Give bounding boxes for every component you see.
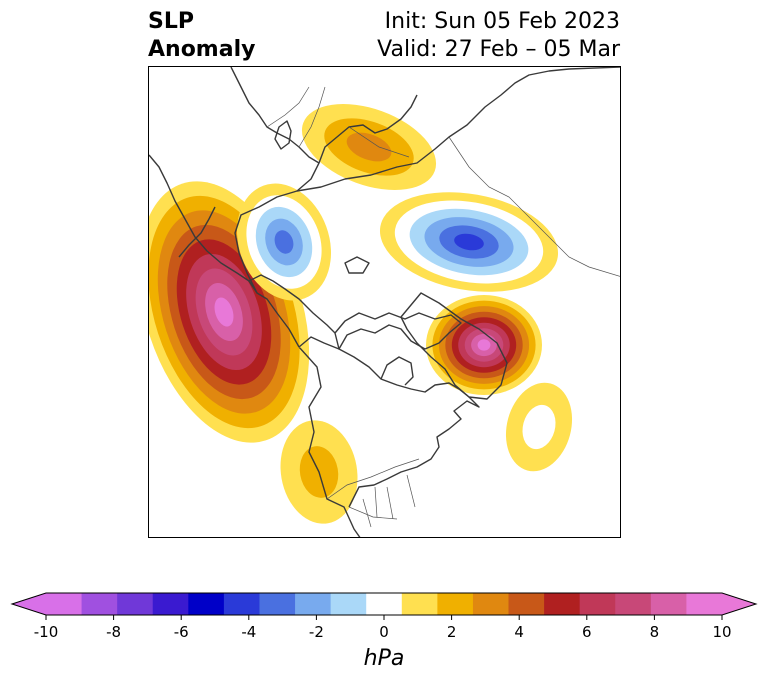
anom-scandinavia-level (346, 132, 392, 162)
colorbar-tick-label: 10 (712, 623, 731, 641)
us-states (348, 474, 416, 528)
colorbar-cells (10, 592, 758, 616)
anomaly-contours (149, 104, 573, 524)
anom-greenland-level (477, 339, 491, 351)
colorbar-tick-label: 8 (650, 623, 660, 641)
colorbar-tick-label: 2 (447, 623, 457, 641)
coast-scandinavia (296, 94, 418, 192)
coast-europe (230, 67, 320, 164)
colorbar-tick-label: 6 (582, 623, 592, 641)
chart-title: SLP Anomaly (148, 8, 255, 64)
title-line-1: SLP (148, 9, 194, 34)
title-line-2: Anomaly (148, 37, 256, 62)
colorbar-cell (508, 593, 545, 615)
colorbar-cell (366, 593, 403, 615)
anom-siberia-level (454, 233, 484, 251)
coast-east-asia (149, 154, 250, 282)
map-panel (148, 66, 621, 538)
anom-beaufort-level (274, 230, 294, 254)
coast-greenland (400, 292, 508, 400)
colorbar-cell (615, 593, 652, 615)
colorbar-tick-label: -10 (34, 623, 59, 641)
colorbar-cell (223, 593, 261, 615)
coast-uk (274, 120, 292, 150)
colorbar-cell (544, 593, 581, 615)
colorbar-cell (401, 593, 438, 615)
colorbar-cell (437, 593, 474, 615)
colorbar-extend-min (12, 593, 46, 615)
us-canada-border (326, 458, 420, 500)
colorbar-tick-label: -8 (106, 623, 121, 641)
colorbar-ticks: -10 -8 -6 -4 -2 0 2 4 6 8 10 (34, 615, 732, 641)
colorbar-unit-label: hPa (363, 646, 405, 671)
colorbar-tick-label: -4 (241, 623, 256, 641)
colorbar-cell (686, 593, 723, 615)
colorbar-tick-label: -6 (174, 623, 189, 641)
colorbar-tick-label: 0 (379, 623, 389, 641)
colorbar-cell (650, 593, 688, 615)
colorbar-cell (117, 593, 154, 615)
run-info: Init: Sun 05 Feb 2023 Valid: 27 Feb – 05… (377, 8, 620, 64)
colorbar-tick-label: -2 (309, 623, 324, 641)
coast-iceland (344, 256, 370, 274)
colorbar-cell (330, 593, 367, 615)
colorbar-cell (188, 593, 225, 615)
colorbar: -10 -8 -6 -4 -2 0 2 4 6 8 10 (10, 592, 758, 641)
borders (266, 86, 620, 528)
colorbar-tick-label: 4 (514, 623, 524, 641)
russia-borders (348, 126, 620, 277)
colorbar-cell (46, 593, 83, 615)
colorbar-cell (81, 593, 118, 615)
coast-eurasia (234, 67, 620, 294)
colorbar-cell (472, 593, 510, 615)
colorbar-cell (259, 593, 296, 615)
coast-north-america (298, 336, 480, 537)
coast-alaska (248, 274, 336, 348)
colorbar-cell (579, 593, 616, 615)
coast-arctic-archipelago (334, 312, 462, 350)
colorbar-cell (295, 593, 332, 615)
coast-japan (178, 206, 216, 258)
anom-ne-pacific-level (214, 297, 234, 327)
colorbar-cell (152, 593, 189, 615)
valid-period: Valid: 27 Feb – 05 Mar (377, 37, 620, 62)
europe-borders (266, 86, 326, 148)
colorbar-extend-max (722, 593, 756, 615)
anom-north-atlantic-level (522, 404, 556, 450)
coastlines (149, 67, 620, 537)
map-svg (149, 67, 620, 537)
init-time: Init: Sun 05 Feb 2023 (384, 9, 620, 34)
coast-hudson-bay (380, 356, 414, 386)
